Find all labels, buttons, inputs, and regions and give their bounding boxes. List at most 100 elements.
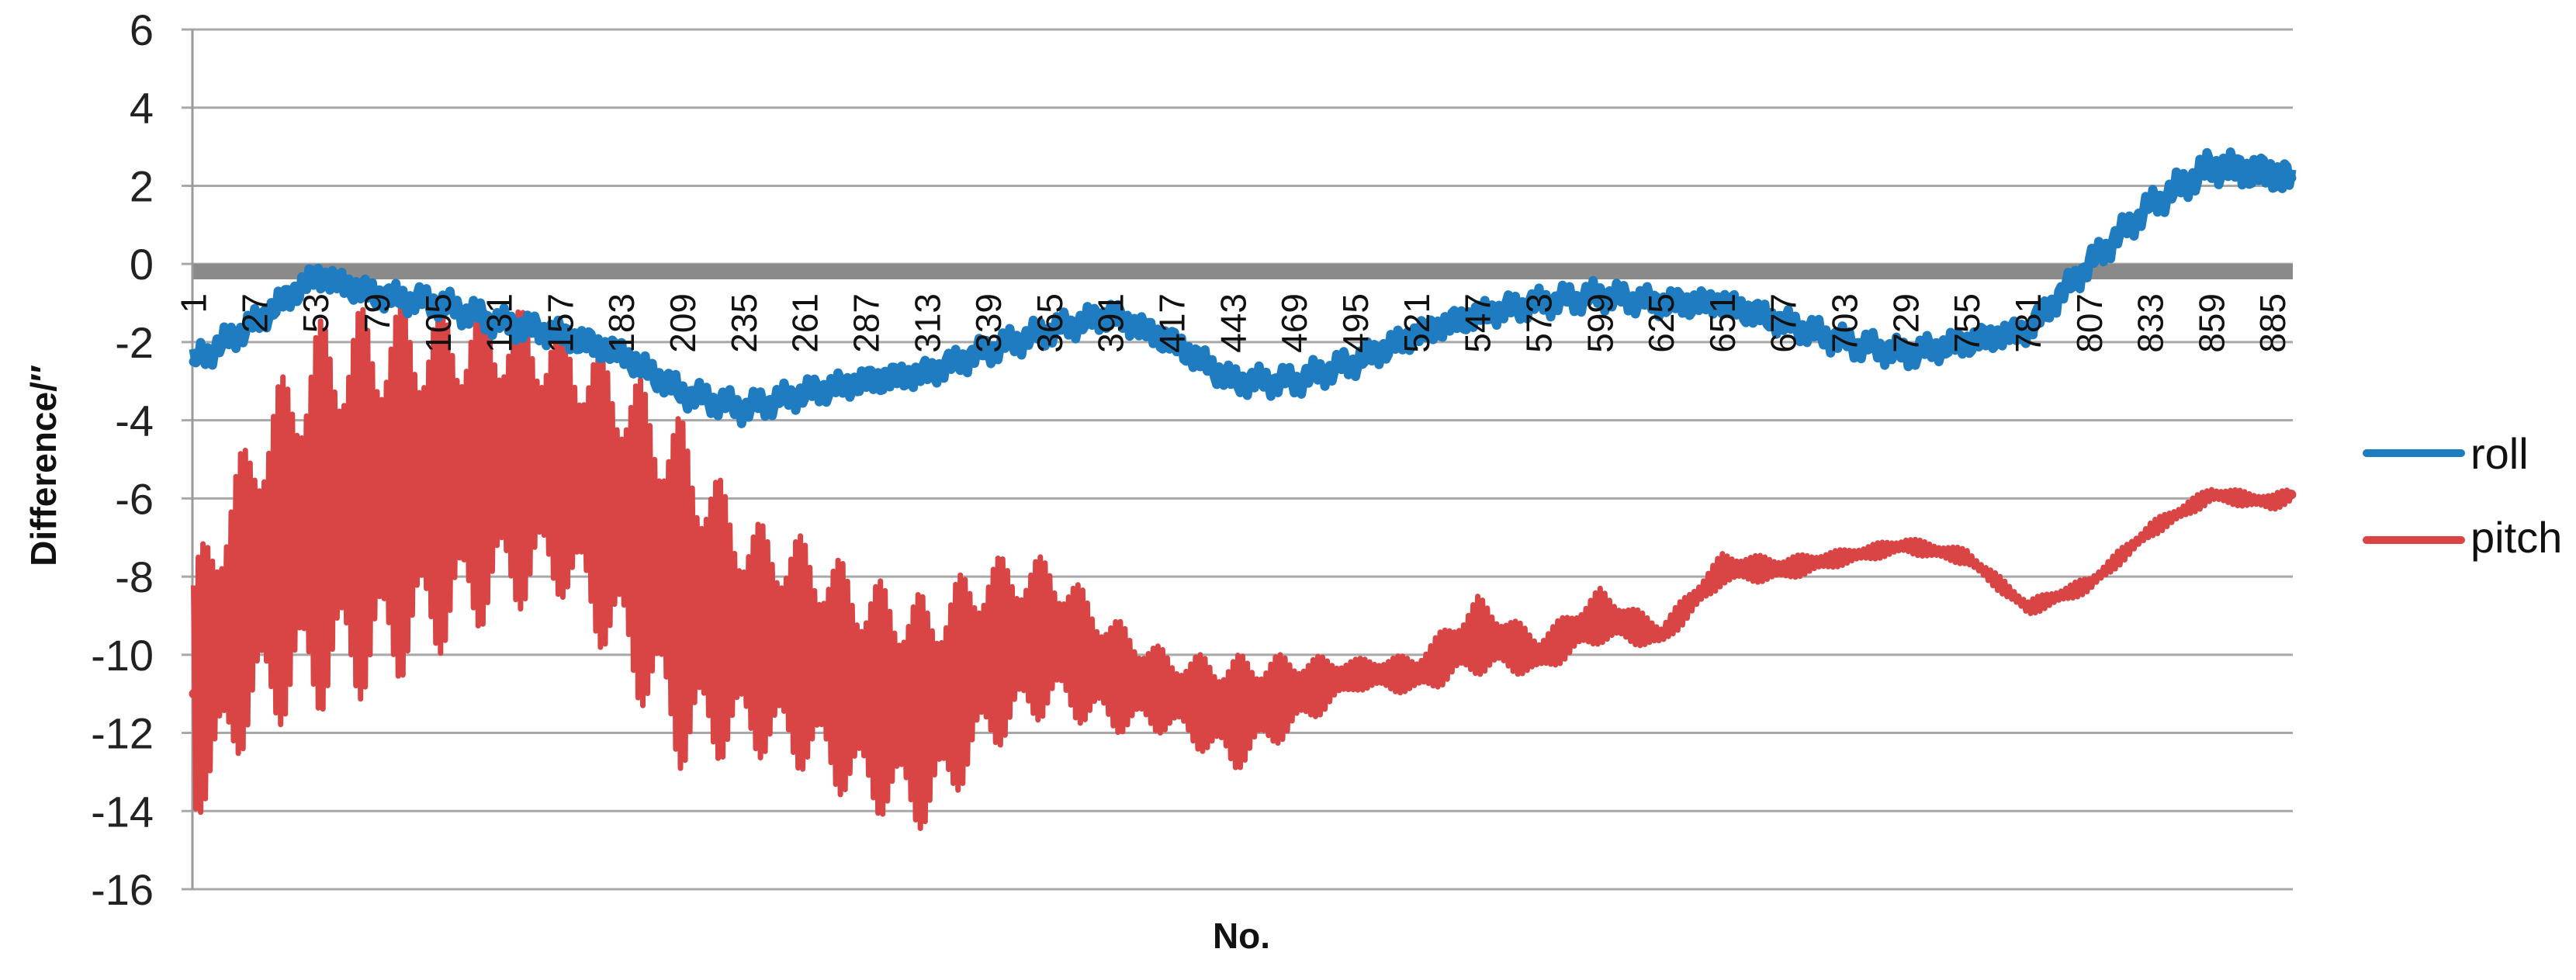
data-point-pitch [617, 513, 627, 523]
x-tick-label: 677 [1764, 293, 1804, 353]
x-tick-label: 495 [1335, 293, 1376, 353]
data-point-roll [556, 329, 566, 339]
x-tick-label: 183 [601, 293, 642, 353]
data-point-pitch [861, 689, 871, 699]
y-tick-label: -4 [115, 397, 154, 445]
data-point-pitch [494, 455, 504, 464]
data-point-pitch [2145, 525, 2155, 535]
x-tick-label: 157 [540, 293, 580, 353]
series-line-roll [189, 147, 2297, 428]
data-point-pitch [2268, 497, 2278, 507]
data-point-roll [189, 357, 199, 367]
legend: roll pitch [2363, 429, 2562, 562]
x-tick-label: 27 [234, 293, 275, 333]
data-point-roll [2023, 325, 2033, 335]
x-tick-label: 391 [1091, 293, 1131, 353]
data-point-pitch [1840, 552, 1850, 562]
x-tick-label: 1 [174, 293, 214, 313]
x-tick-label: 469 [1274, 293, 1314, 353]
data-point-roll [1595, 290, 1605, 300]
y-tick-label: -8 [115, 552, 154, 601]
series-layer [189, 147, 2297, 831]
x-axis-title: No. [1213, 916, 1270, 956]
y-tick-label: 0 [130, 240, 154, 289]
data-point-pitch [1717, 564, 1727, 574]
x-tick-label: 313 [907, 293, 947, 353]
data-point-roll [984, 345, 994, 355]
data-point-pitch [739, 630, 749, 640]
data-point-roll [1228, 376, 1238, 386]
data-point-roll [923, 369, 933, 379]
data-point-pitch [923, 708, 933, 719]
x-tick-label: 53 [296, 293, 336, 333]
data-point-roll [2268, 169, 2278, 179]
data-point-roll [1167, 337, 1177, 347]
data-point-pitch [1778, 564, 1788, 574]
data-point-pitch [984, 649, 994, 660]
data-point-pitch [1106, 670, 1116, 679]
x-tick-label: 287 [846, 293, 886, 353]
data-point-roll [311, 271, 321, 281]
x-tick-label: 209 [663, 293, 703, 353]
x-tick-label: 781 [2008, 293, 2048, 353]
data-point-roll [2145, 200, 2155, 210]
y-tick-label: 6 [130, 5, 154, 54]
x-tick-label: 521 [1397, 293, 1437, 353]
x-tick-label: 417 [1152, 293, 1193, 353]
data-point-roll [1534, 298, 1544, 308]
x-tick-label: 625 [1641, 293, 1681, 353]
data-point-pitch [678, 591, 688, 601]
data-point-roll [1901, 349, 1911, 359]
data-point-roll [1473, 310, 1483, 320]
legend-roll-label: roll [2470, 429, 2529, 478]
y-tick-label: -14 [91, 787, 154, 836]
data-point-roll [1290, 376, 1300, 386]
data-point-roll [678, 388, 688, 398]
x-tick-label: 131 [480, 293, 520, 353]
x-tick-label: 885 [2252, 293, 2293, 353]
x-tick-label: 339 [968, 293, 1009, 353]
data-point-pitch [1228, 708, 1238, 719]
data-point-roll [861, 376, 871, 386]
data-point-roll [1106, 310, 1116, 320]
data-point-roll [739, 403, 749, 414]
x-tick-label: 443 [1213, 293, 1253, 353]
x-axis-band [192, 264, 2293, 279]
x-tick-label: 365 [1030, 293, 1070, 353]
x-tick-label: 261 [785, 293, 826, 353]
y-tick-label: 4 [130, 84, 154, 133]
data-point-roll [617, 349, 627, 359]
data-point-pitch [2287, 490, 2297, 500]
data-point-pitch [556, 455, 566, 464]
x-tick-label: 547 [1458, 293, 1498, 353]
data-point-pitch [189, 689, 199, 699]
x-tick-label: 599 [1580, 293, 1620, 353]
legend-pitch-label: pitch [2470, 513, 2562, 562]
x-tick-label: 573 [1518, 293, 1559, 353]
data-point-pitch [1901, 540, 1911, 550]
data-point-roll [1044, 325, 1054, 335]
data-point-pitch [2207, 490, 2217, 500]
data-point-roll [1962, 337, 1972, 347]
data-point-pitch [250, 572, 260, 582]
data-point-pitch [1167, 689, 1177, 699]
x-tick-label: 235 [724, 293, 764, 353]
data-point-roll [433, 298, 443, 308]
data-point-roll [250, 317, 260, 327]
y-tick-label: -2 [115, 318, 154, 367]
data-point-roll [2287, 173, 2297, 183]
data-point-pitch [2084, 580, 2094, 590]
data-point-roll [1351, 357, 1361, 367]
x-tick-label: 755 [1947, 293, 1987, 353]
data-point-roll [1840, 337, 1850, 347]
data-point-roll [1717, 298, 1727, 308]
x-tick-label: 651 [1702, 293, 1743, 353]
y-tick-label: -6 [115, 474, 154, 523]
y-tick-label: -10 [91, 631, 154, 680]
data-point-roll [1778, 317, 1788, 327]
data-point-roll [2084, 259, 2094, 269]
x-tick-labels: 1 27 53 79 105 131 157 183 209 235 261 287 313 339 365… [174, 293, 2294, 353]
x-tick-label: 703 [1825, 293, 1865, 353]
y-tick-label: 2 [130, 161, 154, 210]
